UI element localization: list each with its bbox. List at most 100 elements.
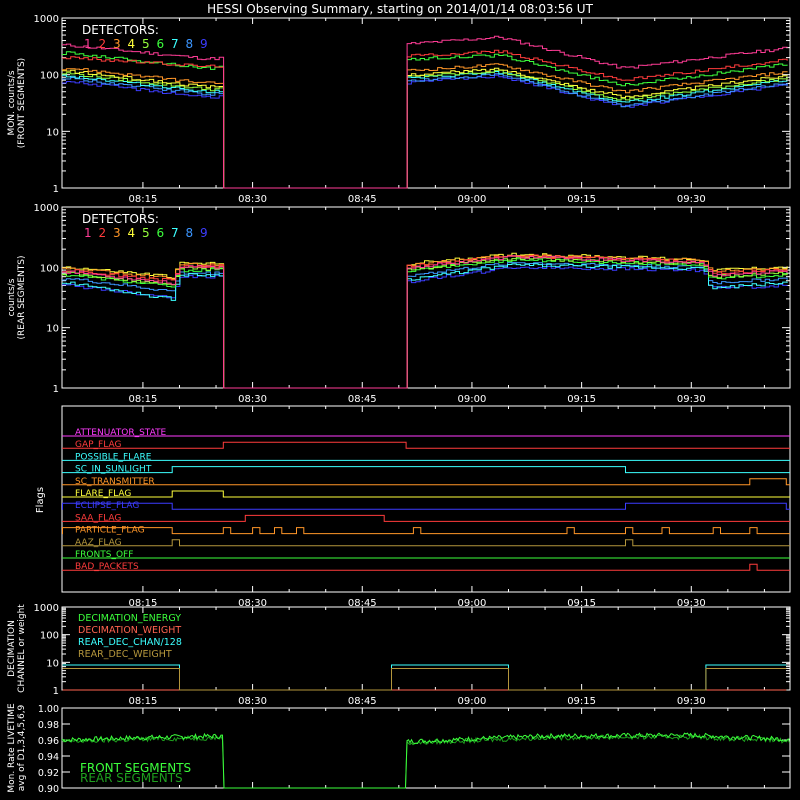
rear-y-label: counts/s	[7, 278, 17, 316]
decimation-x-tick-label: 09:30	[677, 696, 706, 707]
livetime-frame	[61, 707, 791, 789]
flags-x-tick-label: 08:45	[348, 598, 377, 609]
flag-label-gap-flag: GAP_FLAG	[75, 440, 121, 450]
livetime-y-tick-label: 0.96	[38, 736, 59, 747]
livetime-y-label: avg of D1,3,4,5,6,9	[17, 704, 27, 791]
decimation-y-tick-label: 10	[46, 658, 59, 669]
decimation-x-tick-label: 08:45	[348, 696, 377, 707]
rear-series-detector-8	[62, 262, 788, 389]
flag-label-bad-packets: BAD_PACKETS	[75, 562, 139, 572]
front-y-tick-label: 100	[40, 71, 59, 82]
front-x-tick-label: 08:15	[129, 194, 158, 205]
decimation-y-label: DECIMATION	[7, 620, 17, 677]
front-x-tick-label: 08:30	[238, 194, 267, 205]
flag-trace-aaz-flag	[62, 539, 790, 547]
front-y-tick-label: 1000	[34, 14, 59, 25]
rear-legend-detector-6: 6	[157, 226, 165, 240]
front-legend-detector-7: 7	[171, 37, 179, 51]
rear-frame	[61, 206, 791, 389]
rear-legend-detector-7: 7	[171, 226, 179, 240]
front-legend-detector-1: 1	[84, 37, 92, 51]
flag-label-particle-flag: PARTICLE_FLAG	[75, 526, 145, 536]
front-legend-detector-5: 5	[142, 37, 150, 51]
front-y-label: MON. counts/s	[7, 70, 17, 135]
flag-label-sc-transmitter: SC_TRANSMITTER	[75, 477, 155, 487]
flags-x-tick-label: 09:00	[458, 598, 487, 609]
rear-legend-detector-8: 8	[186, 226, 194, 240]
livetime-legend-rear-segments: REAR SEGMENTS	[80, 771, 183, 785]
flag-trace-eclipse-flag	[62, 502, 790, 510]
livetime-legend-front-segments: FRONT SEGMENTS	[80, 761, 191, 775]
decimation-x-tick-label: 09:00	[458, 696, 487, 707]
flag-trace-sc-in-sunlight	[62, 466, 790, 474]
livetime-y-tick-label: 0.92	[38, 768, 59, 779]
front-series-detector-6	[62, 51, 788, 189]
decimation-legend-2: REAR_DEC_CHAN/128	[78, 637, 182, 648]
rear-legend-detector-9: 9	[200, 226, 208, 240]
decimation-legend-0: DECIMATION_ENERGY	[78, 613, 181, 624]
figure-title: HESSI Observing Summary, starting on 201…	[207, 2, 593, 16]
decimation-legend-3: REAR_DEC_WEIGHT	[78, 649, 172, 660]
rear-y-tick-label: 10	[46, 324, 59, 335]
rear-legend-detector-2: 2	[99, 226, 107, 240]
flag-label-saa-flag: SAA_FLAG	[75, 513, 121, 523]
rear-y-tick-label: 100	[40, 263, 59, 274]
flags-y-label: Flags	[35, 487, 46, 513]
rear-x-tick-label: 09:15	[567, 394, 596, 405]
front-y-label: (FRONT SEGMENTS)	[17, 58, 27, 148]
flag-trace-sc-transmitter	[62, 478, 790, 486]
flags-x-tick-label: 09:30	[677, 598, 706, 609]
rear-x-tick-label: 08:15	[129, 394, 158, 405]
flag-label-sc-in-sunlight: SC_IN_SUNLIGHT	[75, 465, 152, 475]
front-legend-title: DETECTORS:	[82, 23, 159, 37]
front-series-detector-4	[62, 67, 788, 189]
front-legend-detector-6: 6	[157, 37, 165, 51]
flag-label-eclipse-flag: ECLIPSE_FLAG	[75, 501, 139, 511]
front-legend-detector-3: 3	[113, 37, 121, 51]
decimation-y-tick-label: 1000	[34, 603, 59, 614]
front-frame	[61, 17, 791, 189]
flag-label-flare-flag: FLARE_FLAG	[75, 489, 131, 499]
livetime-series-front-segments	[61, 732, 790, 789]
flags-frame	[61, 405, 791, 593]
flag-trace-gap-flag	[62, 441, 790, 449]
front-legend-detector-9: 9	[200, 37, 208, 51]
rear-series-detector-1	[62, 255, 788, 389]
flag-trace-particle-flag	[62, 527, 790, 535]
rear-legend-detector-3: 3	[113, 226, 121, 240]
decimation-y-label: CHANNEL or weight	[17, 604, 27, 693]
decimation-x-tick-label: 08:15	[129, 696, 158, 707]
flag-trace-saa-flag	[62, 514, 790, 522]
front-x-tick-label: 08:45	[348, 194, 377, 205]
flags-x-tick-label: 09:15	[567, 598, 596, 609]
flags-x-tick-label: 08:30	[238, 598, 267, 609]
front-legend-detector-4: 4	[128, 37, 136, 51]
decimation-y-tick-label: 1	[53, 686, 59, 697]
rear-x-tick-label: 08:30	[238, 394, 267, 405]
decimation-series-3	[62, 668, 787, 691]
flag-label-fronts-off: FRONTS_OFF	[75, 550, 133, 560]
front-legend-detector-8: 8	[186, 37, 194, 51]
rear-series-detector-6	[62, 258, 788, 389]
rear-series-detector-7	[62, 263, 788, 389]
flag-label-aaz-flag: AAZ_FLAG	[75, 538, 122, 548]
front-x-tick-label: 09:30	[677, 194, 706, 205]
rear-legend-detector-1: 1	[84, 226, 92, 240]
livetime-y-tick-label: 0.94	[38, 752, 59, 763]
flag-trace-bad-packets	[62, 563, 790, 571]
decimation-y-tick-label: 100	[40, 631, 59, 642]
livetime-y-label: Mon. Rate LIVETIME	[7, 703, 17, 793]
livetime-y-tick-label: 1.00	[38, 704, 59, 715]
flag-label-possible-flare: POSSIBLE_FLARE	[75, 452, 152, 462]
front-series-detector-8	[62, 73, 788, 189]
decimation-panel: 1 10 100 1000 08:15 08:30 08:45 09:00 09:15 09:30…	[7, 603, 791, 707]
front-y-tick-label: 1	[53, 184, 59, 195]
rear-y-tick-label: 1	[53, 384, 59, 395]
front-series-detector-2	[62, 49, 788, 189]
front-x-tick-label: 09:00	[458, 194, 487, 205]
rear-x-tick-label: 09:30	[677, 394, 706, 405]
livetime-y-tick-label: 0.98	[38, 720, 59, 731]
rear-legend-detector-5: 5	[142, 226, 150, 240]
rear-y-tick-label: 1000	[34, 203, 59, 214]
